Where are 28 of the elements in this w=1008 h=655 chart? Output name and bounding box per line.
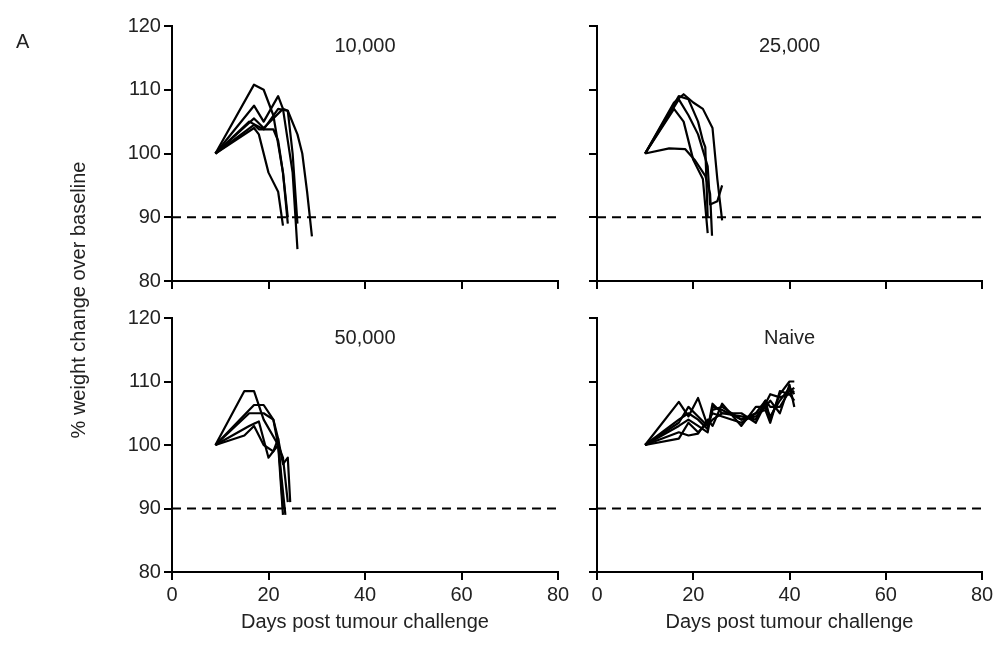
chart-title: 50,000 [334, 325, 396, 348]
y-tick-label: 110 [129, 77, 161, 100]
x-axis-title: Days post tumour challenge [665, 609, 914, 632]
chart-title: 10,000 [334, 33, 396, 56]
y-tick-label: 90 [138, 496, 161, 519]
x-tick-label: 0 [166, 582, 178, 605]
chart-title: Naive [763, 325, 816, 348]
y-tick-label: 80 [138, 268, 161, 291]
x-tick-label: 80 [546, 582, 570, 605]
y-tick-label: 120 [127, 13, 161, 36]
y-tick-label: 90 [138, 204, 161, 227]
y-tick-label: 100 [127, 141, 161, 164]
x-tick-label: 0 [591, 582, 603, 605]
x-tick-label: 40 [353, 582, 377, 605]
x-tick-label: 40 [778, 582, 801, 605]
x-axis-title: Days post tumour challenge [241, 609, 489, 632]
text: A [16, 30, 30, 53]
y-tick-label: 120 [127, 305, 161, 328]
x-tick-label: 60 [450, 582, 473, 605]
y-tick-label: 80 [138, 559, 161, 582]
x-tick-label: 20 [257, 582, 280, 605]
x-tick-label: 80 [970, 582, 994, 605]
x-tick-label: 60 [874, 582, 897, 605]
y-axis-title: % weight change over baseline [66, 161, 90, 439]
chart-title: 25,000 [758, 33, 821, 56]
x-tick-label: 20 [682, 582, 705, 605]
y-tick-label: 100 [127, 432, 161, 455]
y-tick-label: 110 [129, 369, 161, 392]
